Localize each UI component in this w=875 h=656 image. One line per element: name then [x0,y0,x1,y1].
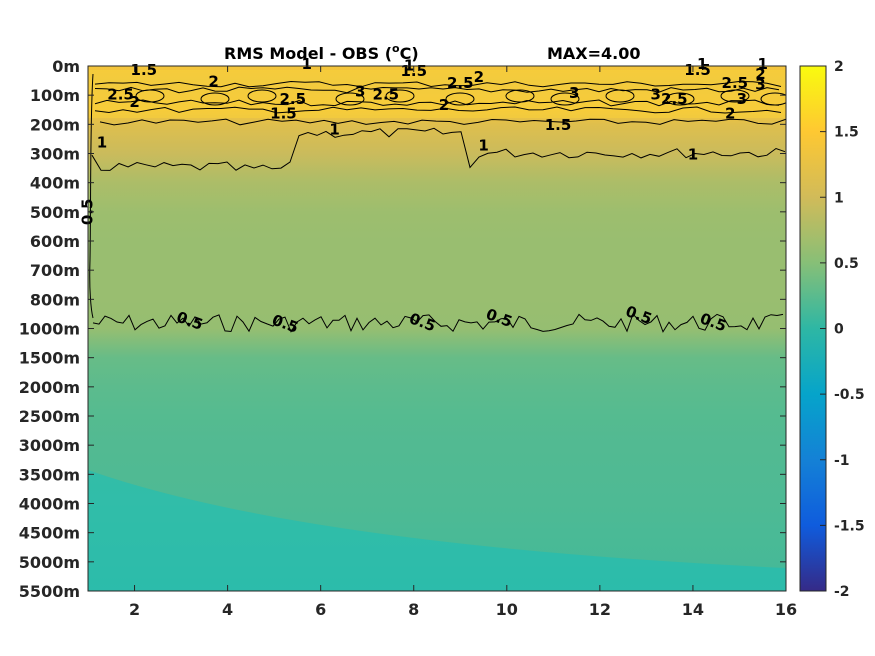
contour-cell [665,92,695,106]
contour-cell [605,89,635,103]
y-tick-label: 500m [30,203,80,222]
contour-2-lower [94,106,782,114]
x-tick-label: 6 [315,600,326,619]
contour-label: 2 [474,68,484,86]
title-unit: C) [400,44,419,63]
contour-label: 2 [725,105,735,123]
x-tick-label: 8 [408,600,419,619]
x-axis: 2 4 6 8 10 12 14 16 [129,66,797,619]
contour-cell [385,89,415,103]
y-tick-label: 2000m [19,378,80,397]
contour-cell [135,89,165,103]
x-tick-label: 16 [775,600,797,619]
colorbar-tick-label: 0 [834,322,844,338]
contour-label: 1.5 [270,105,297,123]
y-tick-label: 0m [52,57,80,76]
contour-label: 1 [697,55,707,73]
y-tick-label: 600m [30,232,80,251]
x-tick-label: 14 [682,600,704,619]
title-degree: o [392,42,400,55]
y-tick-label: 4000m [19,495,80,514]
contour-label: 3 [569,84,579,102]
chart-title: RMS Model - OBS (oC) [224,42,419,63]
contour-cell [505,89,535,103]
contour-cell [720,89,750,103]
contour-2-upper [94,80,782,88]
colorbar-tick-label: -2 [834,584,850,600]
y-axis: 0m 100m 200m 300m 400m 500m 600m 700m 800m 1000m 1… [19,57,786,601]
x-tick-label: 4 [222,600,233,619]
contour-label: 1 [329,121,339,139]
contour-cell [760,92,786,106]
contour-0p5 [92,313,784,333]
contour-cell [247,89,277,103]
contour-label: 1 [301,55,311,73]
contour-1 [91,127,786,171]
colorbar-tick-label: -0.5 [834,387,865,403]
contour-label: 2 [208,72,218,90]
contour-label: 1.5 [131,61,158,79]
y-tick-label: 700m [30,261,80,280]
contour-label: 1 [688,145,698,163]
contour-label: 2.5 [279,90,306,108]
colorbar-tick-label: 0.5 [834,256,859,272]
y-tick-label: 1500m [19,349,80,368]
y-tick-label: 3500m [19,465,80,484]
y-tick-label: 5500m [19,582,80,601]
contour-label: 2.5 [107,86,134,104]
y-tick-label: 400m [30,174,80,193]
contour-label: 2.5 [722,74,749,92]
contour-label: 1 [404,56,414,74]
colorbar-tick-label: 1.5 [834,125,859,141]
contour-0p5-upper [89,73,94,319]
contour-label: 2 [439,96,449,114]
y-tick-label: 800m [30,290,80,309]
y-tick-label: 1000m [19,320,80,339]
colorbar-ticks: 2 1.5 1 0.5 0 -0.5 -1 -1.5 -2 [820,59,865,600]
y-tick-label: 2500m [19,407,80,426]
contour-label: 1 [97,134,107,152]
y-tick-label: 300m [30,145,80,164]
y-tick-label: 100m [30,86,80,105]
contour-label: 3 [355,83,365,101]
deep-shade [88,470,786,591]
contour-label: 2 [755,65,765,83]
contour-label: 1 [478,137,488,155]
contour-cell [335,92,365,106]
colorbar-tick-label: 1 [834,190,844,206]
x-tick-label: 2 [129,600,140,619]
y-tick-label: 200m [30,115,80,134]
contour-label: 1.5 [545,116,572,134]
contour-cell [550,92,580,106]
contour-label: 2.5 [661,90,688,108]
contour-label: 3 [737,90,747,108]
colorbar-tick-label: -1.5 [834,518,865,534]
contour-label: 3 [650,86,660,104]
contour-2p5-lower [94,99,780,107]
contour-cell [200,92,230,106]
contour-label: 1.5 [684,61,711,79]
contour-2p5-upper [94,86,780,94]
max-label: MAX=4.00 [547,44,641,63]
contour-label: 2.5 [373,86,400,104]
contour-label: 2.5 [447,74,474,92]
colorbar-tick-label: 2 [834,59,844,75]
x-tick-label: 12 [589,600,611,619]
contour-lines [89,73,786,333]
x-tick-label: 10 [496,600,518,619]
contour-label: 2 [129,93,139,111]
contour-3-cells [135,89,786,106]
contour-label: 1 [758,55,768,73]
colorbar-tick-label: -1 [834,453,850,469]
y-tick-label: 4500m [19,524,80,543]
contour-cell [445,92,475,106]
contour-label: 3 [755,75,765,93]
y-tick-label: 3000m [19,436,80,455]
contour-1p5 [99,118,786,126]
y-tick-label: 5000m [19,553,80,572]
colorbar: 2 1.5 1 0.5 0 -0.5 -1 -1.5 -2 [799,59,865,600]
